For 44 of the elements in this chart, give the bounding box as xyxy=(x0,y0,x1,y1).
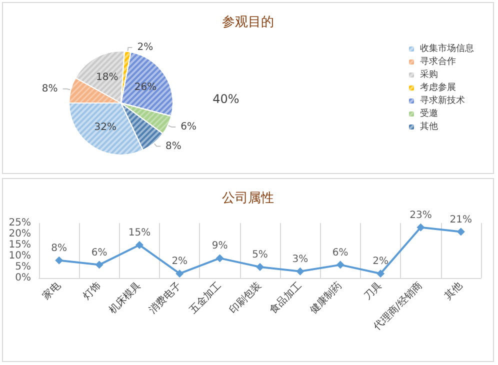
legend-label: 考虑参展 xyxy=(420,82,456,93)
data-label: 8% xyxy=(166,140,182,152)
y-tick-label: 20% xyxy=(8,228,31,240)
legend-label: 寻求新技术 xyxy=(420,95,465,106)
text: 6% xyxy=(91,247,108,258)
x-tick-label: 健康制药 xyxy=(307,279,344,316)
text: 23% xyxy=(410,210,432,221)
legend-label: 其他 xyxy=(420,121,438,132)
text: 21% xyxy=(450,214,472,226)
legend-label: 寻求合作 xyxy=(420,56,456,67)
chart-title: 公司属性 xyxy=(222,191,274,206)
data-label: 18% xyxy=(96,72,118,84)
x-tick-label: 消费电子 xyxy=(146,279,184,316)
x-tick-label: 机床模具 xyxy=(106,279,144,316)
x-tick-label: 刀具 xyxy=(362,280,384,302)
chart-title: 参观目的 xyxy=(222,15,274,30)
text: 2% xyxy=(172,256,188,268)
y-tick-label: 15% xyxy=(8,240,31,250)
x-tick-label: 其他 xyxy=(442,279,465,302)
text: 6% xyxy=(332,247,348,258)
text: 2% xyxy=(372,256,388,268)
data-label: 2% xyxy=(137,42,154,53)
y-tick-label: 0% xyxy=(15,272,31,284)
x-tick-label: 灯饰 xyxy=(80,279,104,302)
x-tick-label: 印刷包装 xyxy=(227,279,264,316)
y-tick-label: 5% xyxy=(15,262,31,272)
text: 3% xyxy=(292,254,308,265)
x-tick-label: 五金加工 xyxy=(186,279,224,316)
text: 15% xyxy=(128,228,151,238)
x-tick-label: 家电 xyxy=(40,279,63,302)
legend-label: 受邀 xyxy=(420,108,438,119)
y-tick-label: 25% xyxy=(8,218,31,228)
data-label: 6% xyxy=(180,122,196,133)
data-label: 8% xyxy=(42,83,58,94)
text: 8% xyxy=(51,242,68,254)
text: 9% xyxy=(212,240,228,252)
legend-label: 采购 xyxy=(420,69,438,80)
text: 5% xyxy=(252,250,268,260)
data-label: 26% xyxy=(134,82,157,94)
y-tick-label: 10% xyxy=(8,250,31,262)
legend-label: 收集市场信息 xyxy=(420,43,474,54)
x-tick-label: 食品加工 xyxy=(267,279,304,316)
data-label: 32% xyxy=(94,122,116,133)
text: 40% xyxy=(212,92,240,106)
